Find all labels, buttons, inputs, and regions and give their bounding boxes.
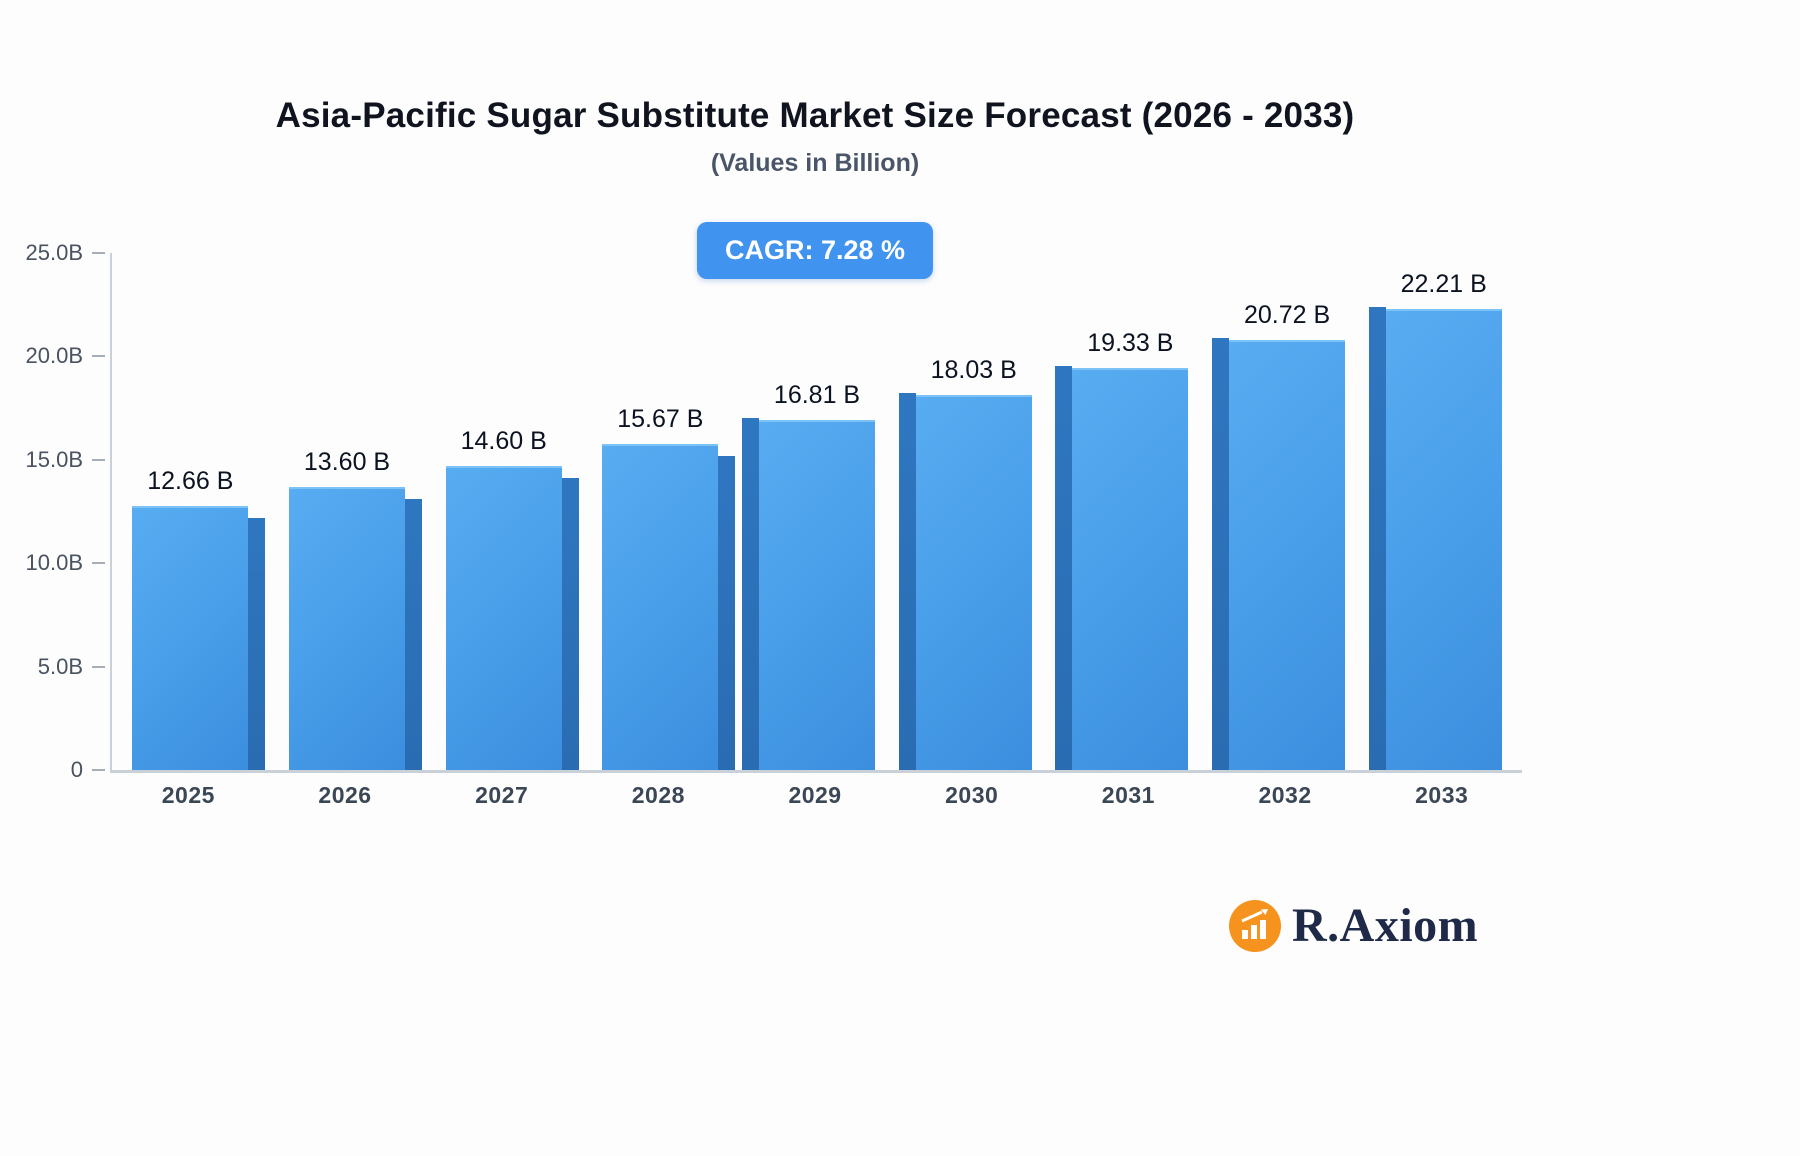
x-axis-labels: 2025 2026 2027 2028 2029 2030 2031 2032 2033 [110, 782, 1520, 809]
y-axis-tick-label: 20.0B [25, 343, 84, 369]
bar-side-face [742, 418, 760, 770]
y-axis-tick: 20.0B [0, 343, 108, 369]
bar-value-label: 14.60 B [460, 427, 547, 455]
x-axis-label: 2029 [788, 782, 842, 808]
bar-slot: 22.21 B [1365, 253, 1522, 770]
bar-slot: 20.72 B [1209, 253, 1366, 770]
y-axis-tick: 10.0B [0, 550, 108, 576]
bar: 18.03 B [898, 356, 1032, 770]
tick-mark [92, 355, 105, 358]
bar-side-face [718, 456, 736, 770]
bar-value-label: 18.03 B [930, 356, 1017, 384]
bar-side-face [248, 518, 266, 770]
bar-slot: 15.67 B [582, 253, 739, 770]
bar-slot: 18.03 B [895, 253, 1052, 770]
y-axis-tick: 0 [0, 757, 108, 783]
brand-logo-text: R.Axiom [1292, 899, 1479, 952]
bar-value-label: 20.72 B [1243, 301, 1331, 329]
bar: 22.21 B [1368, 270, 1502, 770]
y-axis-tick: 25.0B [0, 240, 108, 266]
y-axis-tick: 15.0B [0, 447, 108, 473]
tick-mark [92, 458, 105, 461]
bar: 16.81 B [742, 381, 876, 770]
y-axis-tick: 5.0B [0, 654, 108, 680]
chart-subtitle: (Values in Billion) [710, 149, 920, 177]
x-axis-label: 2026 [318, 782, 372, 808]
bar: 20.72 B [1212, 301, 1346, 770]
plot-area: 12.66 B 13.60 B 14.60 B 15.67 B 16.81 B 18.03… [110, 253, 1522, 773]
x-axis-label: 2030 [945, 782, 999, 808]
bar-value-label: 15.67 B [617, 405, 704, 433]
y-axis-tick-label: 10.0B [25, 550, 84, 576]
bar-slot: 16.81 B [739, 253, 896, 770]
bar-side-face [561, 478, 579, 770]
y-axis-tick-label: 0 [70, 757, 83, 782]
y-axis-tick-label: 15.0B [25, 446, 84, 472]
bar-side-face [898, 393, 916, 770]
bar: 19.33 B [1055, 329, 1189, 770]
bar-side-face [1055, 366, 1073, 770]
bar-value-label: 12.66 B [147, 467, 234, 495]
bar-side-face [1212, 338, 1230, 770]
bar-side-face [405, 499, 422, 770]
tick-mark [92, 769, 105, 771]
bar-slot: 19.33 B [1052, 253, 1209, 770]
bar-side-face [1368, 307, 1386, 770]
y-axis-tick-label: 25.0B [25, 240, 84, 265]
y-axis-tick-label: 5.0B [37, 653, 83, 679]
tick-mark [92, 562, 105, 565]
bar: 12.66 B [132, 467, 266, 770]
bar-value-label: 16.81 B [773, 381, 861, 409]
chart-title: Asia-Pacific Sugar Substitute Market Siz… [275, 96, 1355, 135]
tick-mark [92, 252, 105, 254]
x-axis-label: 2031 [1101, 782, 1155, 808]
bar-value-label: 13.60 B [303, 448, 391, 476]
tick-mark [92, 665, 105, 668]
y-axis: 0 5.0B 10.0B 15.0B 20.0B 25.0B [0, 240, 108, 782]
bar-value-label: 22.21 B [1400, 270, 1487, 298]
brand-logo: R.Axiom [1228, 898, 1478, 953]
x-axis-label: 2028 [631, 782, 685, 808]
x-axis-label: 2025 [161, 782, 215, 808]
x-axis-label: 2033 [1415, 782, 1469, 808]
bar-chart-icon [1229, 899, 1281, 952]
bar-slot: 13.60 B [269, 253, 426, 770]
cagr-badge: CAGR: 7.28 % [696, 222, 934, 279]
bar-value-label: 19.33 B [1087, 329, 1174, 357]
x-axis-label: 2027 [475, 782, 529, 808]
bar-slot: 12.66 B [112, 253, 269, 770]
bar: 15.67 B [602, 405, 736, 770]
bar-slot: 14.60 B [425, 253, 582, 770]
bar: 14.60 B [445, 427, 579, 770]
bar: 13.60 B [289, 448, 422, 770]
x-axis-label: 2032 [1258, 782, 1312, 808]
